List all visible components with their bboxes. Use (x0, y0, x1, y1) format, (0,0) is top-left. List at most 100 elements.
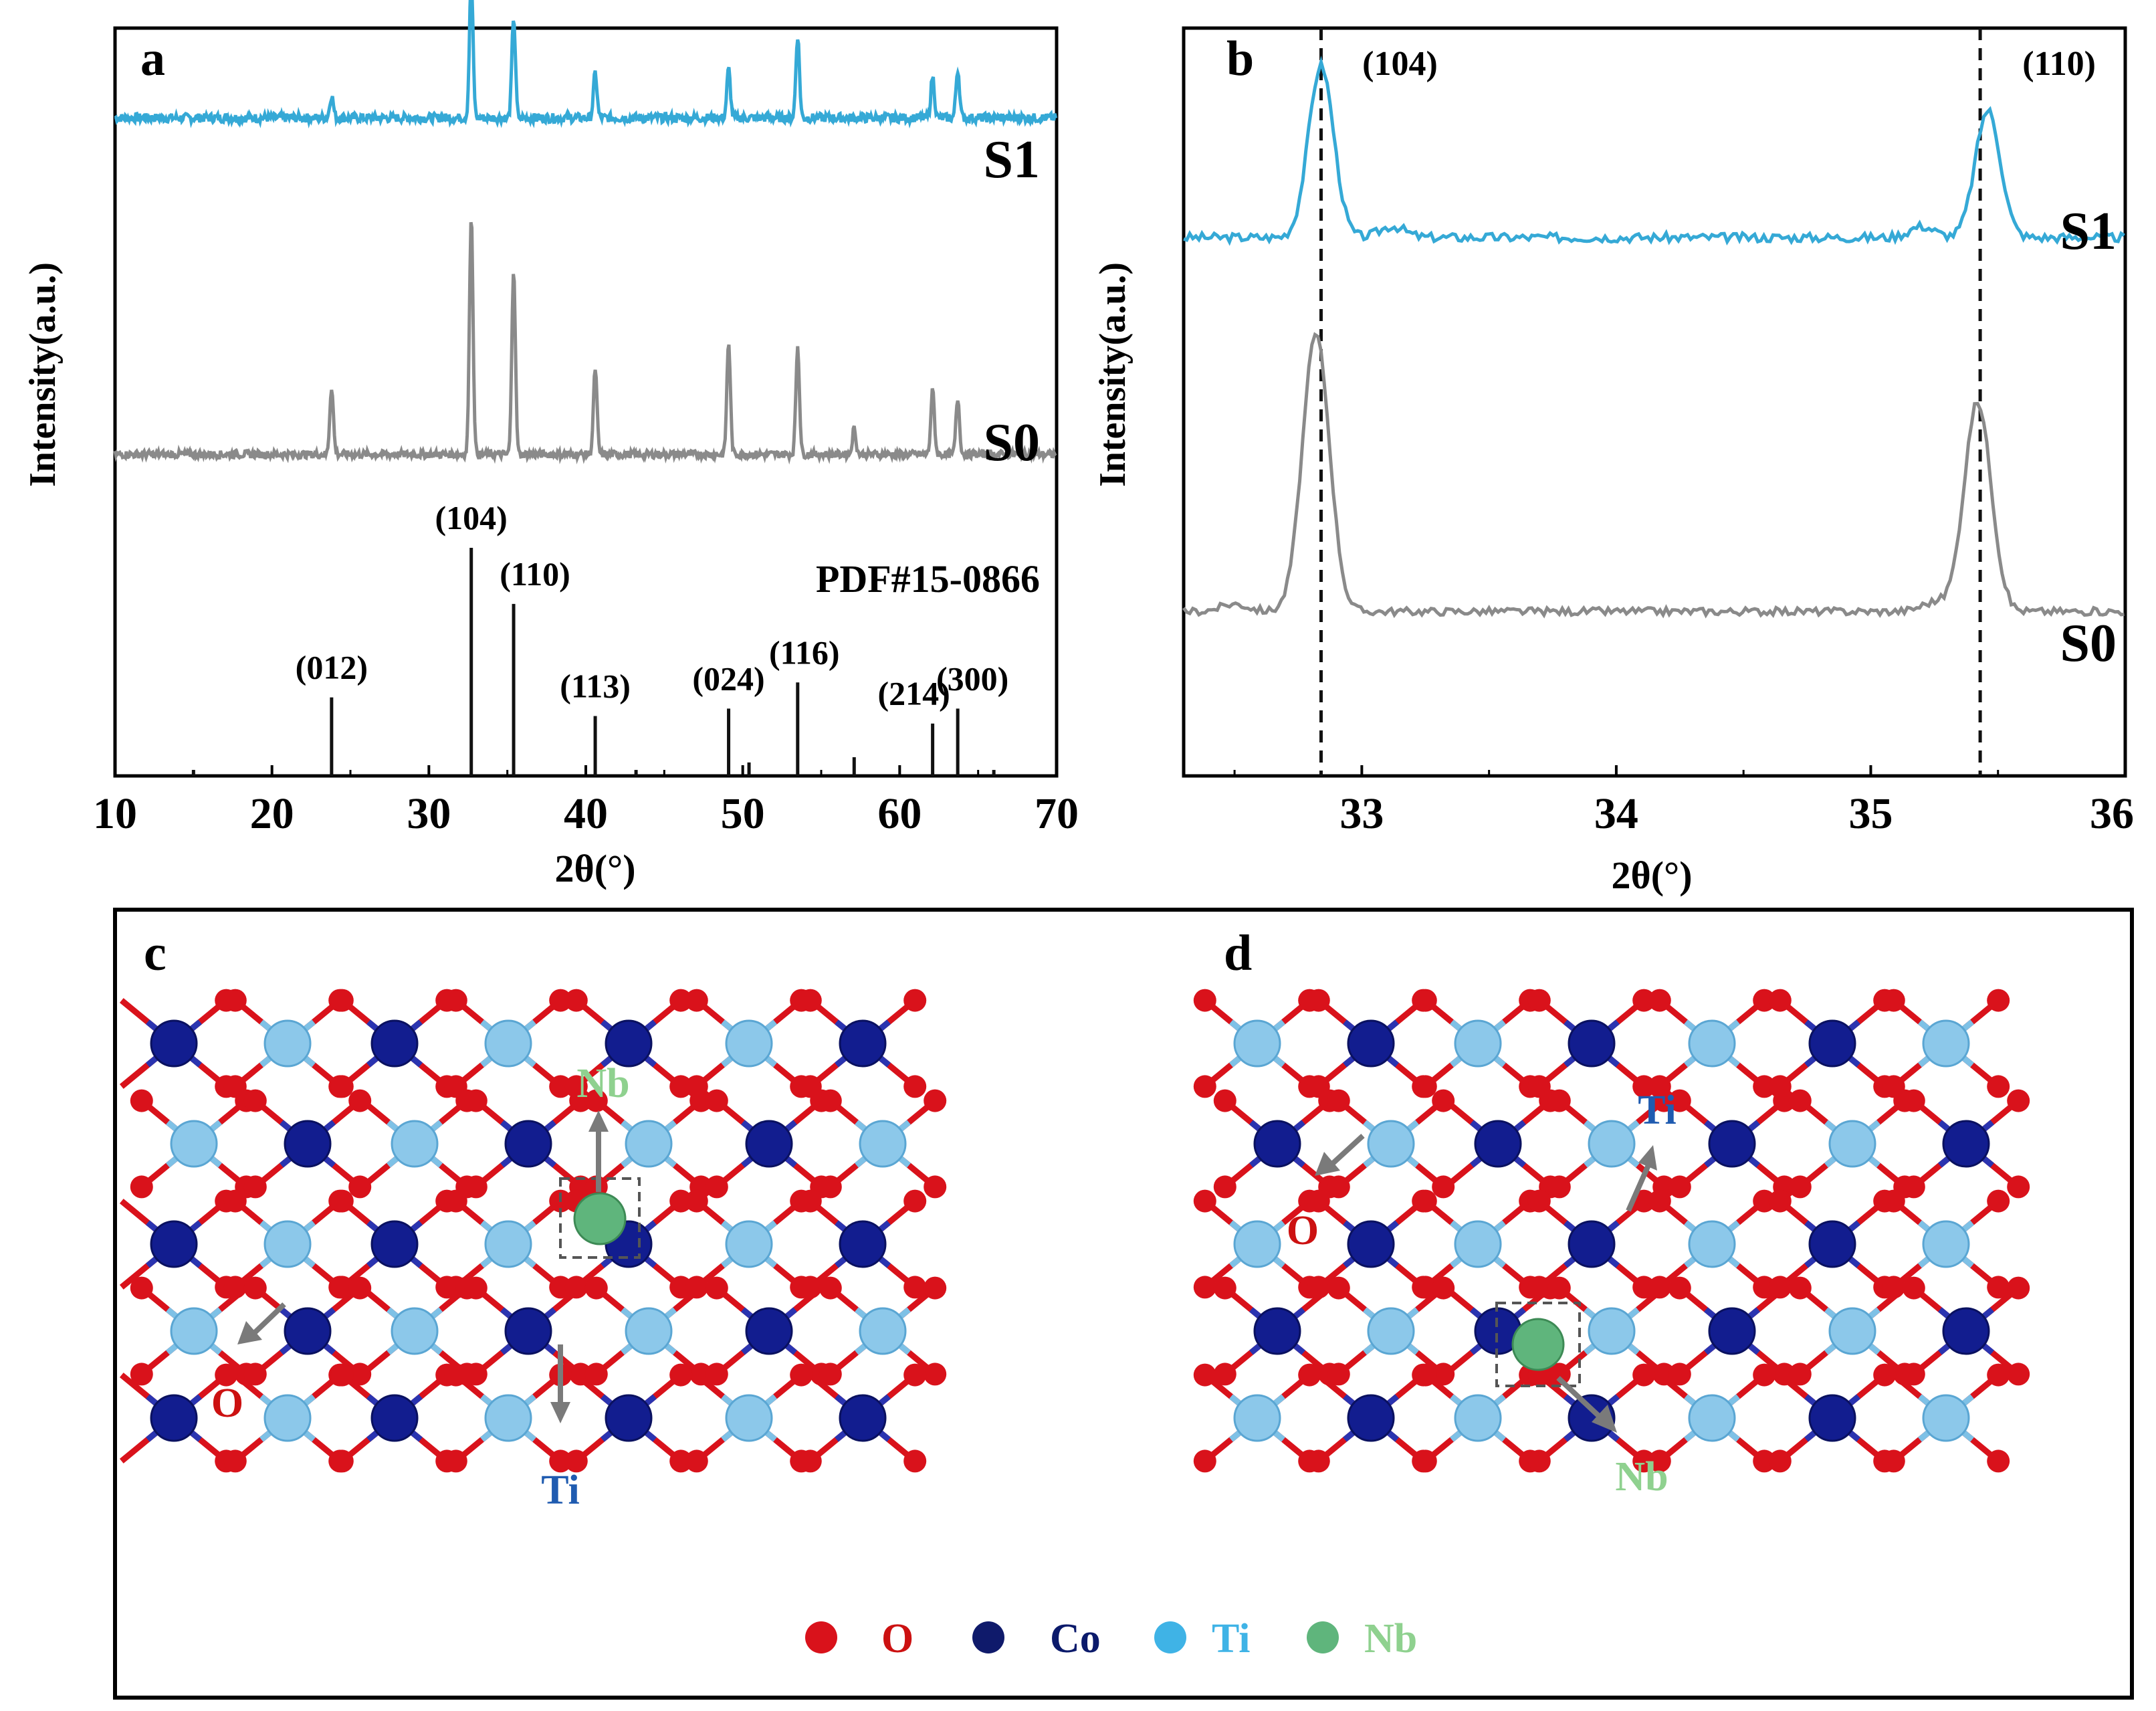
oxygen-atom (1987, 1276, 2010, 1299)
oxygen-atom (1307, 1189, 1330, 1213)
oxygen-atom (669, 1449, 693, 1473)
cobalt-atom (745, 1307, 793, 1355)
panel-b-reference-line-label: (110) (2022, 45, 2096, 83)
titanium-atom (859, 1120, 907, 1168)
panel-a-x-tick-label: 10 (93, 789, 137, 838)
structure-atoms (1193, 989, 2030, 1473)
titanium-atom (1922, 1019, 1970, 1068)
oxygen-atom (1753, 1276, 1776, 1299)
oxygen-atom (1414, 1449, 1437, 1473)
oxygen-atom (1414, 1276, 1437, 1299)
panel-a-x-tick-label: 70 (1035, 789, 1079, 838)
oxygen-atom (330, 1449, 354, 1473)
cobalt-atom (284, 1120, 332, 1168)
oxygen-atom (798, 1276, 822, 1299)
titanium-atom (725, 1220, 773, 1268)
panel-a-y-axis-label: Intensity(a.u.) (22, 262, 64, 487)
titanium-atom (1922, 1394, 1970, 1442)
oxygen-atom (1768, 1189, 1792, 1213)
panel-a: a 10 20 30 40 50 60 70 (012) (104) (110) (113) (02… (22, 0, 1079, 890)
cobalt-atom (1708, 1120, 1756, 1168)
oxygen-atom (924, 1175, 947, 1199)
oxygen-atom (685, 1276, 708, 1299)
titanium-atom (725, 1394, 773, 1442)
panel-a-label: a (140, 31, 165, 86)
oxygen-atom (2007, 1276, 2030, 1300)
oxygen-atom (348, 1276, 372, 1300)
oxygen-atom (903, 1449, 927, 1473)
cobalt-atom (1942, 1120, 1990, 1168)
oxygen-atom (1648, 1276, 1671, 1299)
oxygen-atom (705, 1276, 728, 1300)
oxygen-atom (1307, 989, 1330, 1012)
oxygen-atom (1298, 1363, 1321, 1387)
oxygen-atom (798, 989, 822, 1012)
titanium-atom (1367, 1307, 1415, 1355)
oxygen-atom (924, 1276, 947, 1300)
panel-a-peak-labels: (012) (104) (110) (113) (024)(116) (214)(300) (296, 499, 1009, 712)
oxygen-atom (790, 1363, 813, 1387)
oxygen-atom (1768, 1276, 1792, 1299)
oxygen-atom (1414, 1363, 1437, 1387)
legend-titanium-label: Ti (1212, 1616, 1250, 1662)
oxygen-atom (444, 1189, 467, 1213)
oxygen-atom (564, 989, 588, 1012)
panel-a-reference-sticks (191, 548, 996, 776)
panel-c-ti-arrow (550, 1344, 570, 1423)
oxygen-atom (1668, 1175, 1691, 1199)
panel-b-frame (1182, 26, 2127, 778)
oxygen-atom (819, 1175, 842, 1199)
titanium-atom (391, 1307, 439, 1355)
panel-a-frame (113, 26, 1059, 778)
oxygen-atom (903, 1363, 927, 1387)
oxygen-atom (464, 1363, 488, 1386)
oxygen-atom (1527, 989, 1551, 1012)
oxygen-atom (1773, 1089, 1796, 1112)
cobalt-atom (1568, 1394, 1616, 1442)
panel-a-peak-label: (104) (435, 499, 508, 536)
oxygen-atom (1902, 1363, 1925, 1386)
oxygen-atom (1432, 1175, 1455, 1199)
oxygen-atom (1768, 1449, 1792, 1473)
oxygen-atom (444, 1363, 467, 1387)
oxygen-atom (669, 1276, 693, 1299)
titanium-atom (1588, 1307, 1636, 1355)
oxygen-atom (669, 989, 693, 1012)
oxygen-atom (348, 1363, 372, 1386)
oxygen-atom (689, 1089, 713, 1112)
legend-cobalt-marker (972, 1621, 1004, 1653)
panel-a-x-axis-label: 2θ(°) (554, 847, 635, 890)
titanium-atom (1454, 1220, 1502, 1268)
cobalt-atom (1253, 1120, 1301, 1168)
titanium-atom (1688, 1394, 1736, 1442)
oxygen-atom (1882, 1189, 1905, 1213)
oxygen-atom (1193, 1189, 1216, 1213)
oxygen-atom (1987, 1363, 2010, 1387)
titanium-atom (170, 1120, 218, 1168)
oxygen-atom (819, 1276, 842, 1300)
oxygen-atom (130, 1175, 153, 1199)
panel-b: b 33 34 35 36 (104) (110) S1 S0 2θ(°) Intens… (1092, 26, 2134, 897)
oxygen-atom (223, 989, 247, 1012)
cobalt-atom (370, 1220, 419, 1268)
oxygen-atom (798, 1189, 822, 1213)
structure-atoms (130, 989, 947, 1473)
panel-a-x-tick-label: 20 (250, 789, 294, 838)
panel-c-o-annotation: O (211, 1381, 243, 1426)
cobalt-atom (1347, 1019, 1395, 1068)
cobalt-atom (1808, 1394, 1856, 1442)
panel-c-ti-annotation: Ti (541, 1468, 579, 1513)
titanium-atom (484, 1019, 532, 1068)
oxygen-atom (223, 1189, 247, 1213)
panel-d-o-arrow (1315, 1134, 1365, 1176)
cobalt-atom (1568, 1019, 1616, 1068)
oxygen-atom (1632, 1075, 1656, 1098)
oxygen-atom (1193, 1363, 1216, 1387)
panel-a-reference-label: PDF#15-0866 (816, 557, 1040, 601)
panel-b-s1-line (1183, 56, 2125, 246)
panel-c-structure (119, 989, 947, 1473)
oxygen-atom (1753, 1363, 1776, 1387)
oxygen-atom (1527, 1189, 1551, 1213)
panel-d-nb-highlight-box (1495, 1302, 1581, 1387)
oxygen-atom (130, 1276, 153, 1300)
